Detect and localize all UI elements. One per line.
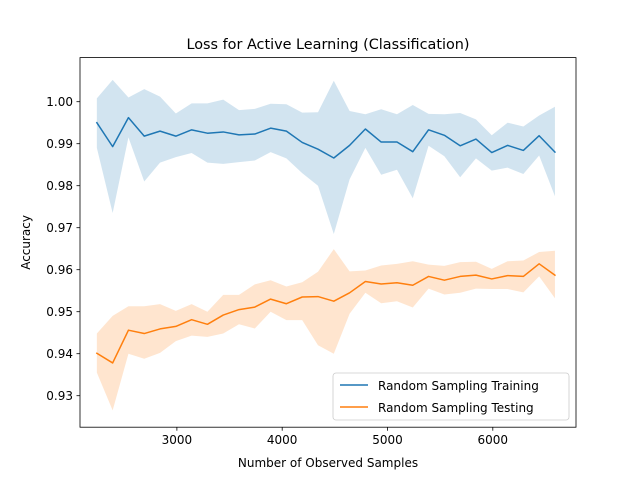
y-tick-label: 0.95 [46,305,73,319]
y-tick-label: 0.93 [46,389,73,403]
series-lines [95,116,557,364]
x-axis-label: Number of Observed Samples [238,456,418,470]
y-tick-label: 0.99 [46,137,73,151]
plot-frame [79,57,577,428]
y-tick-label: 0.96 [46,263,73,277]
y-axis-ticks: 0.93 0.94 0.95 0.96 0.97 0.98 0.99 1.00 [46,95,80,403]
legend-label-testing: Random Sampling Testing [378,401,534,415]
y-tick-label: 1.00 [46,95,73,109]
confidence-bands [96,79,555,411]
chart-title: Loss for Active Learning (Classification… [186,37,469,53]
band-testing [96,249,555,411]
x-tick-label: 6000 [478,433,509,447]
x-tick-label: 3000 [162,433,193,447]
y-tick-label: 0.98 [46,179,73,193]
y-axis-label: Accuracy [19,215,33,270]
y-tick-label: 0.94 [46,347,73,361]
series-line-training [95,116,557,159]
legend-label-training: Random Sampling Training [378,379,539,393]
x-tick-label: 4000 [267,433,298,447]
series-line-testing [95,263,556,364]
legend-box [332,372,570,421]
y-tick-label: 0.97 [46,221,73,235]
x-tick-label: 5000 [372,433,403,447]
legend: Random Sampling Training Random Sampling… [332,372,570,421]
band-training [96,79,555,234]
x-axis-ticks: 3000 4000 5000 6000 [162,427,508,447]
